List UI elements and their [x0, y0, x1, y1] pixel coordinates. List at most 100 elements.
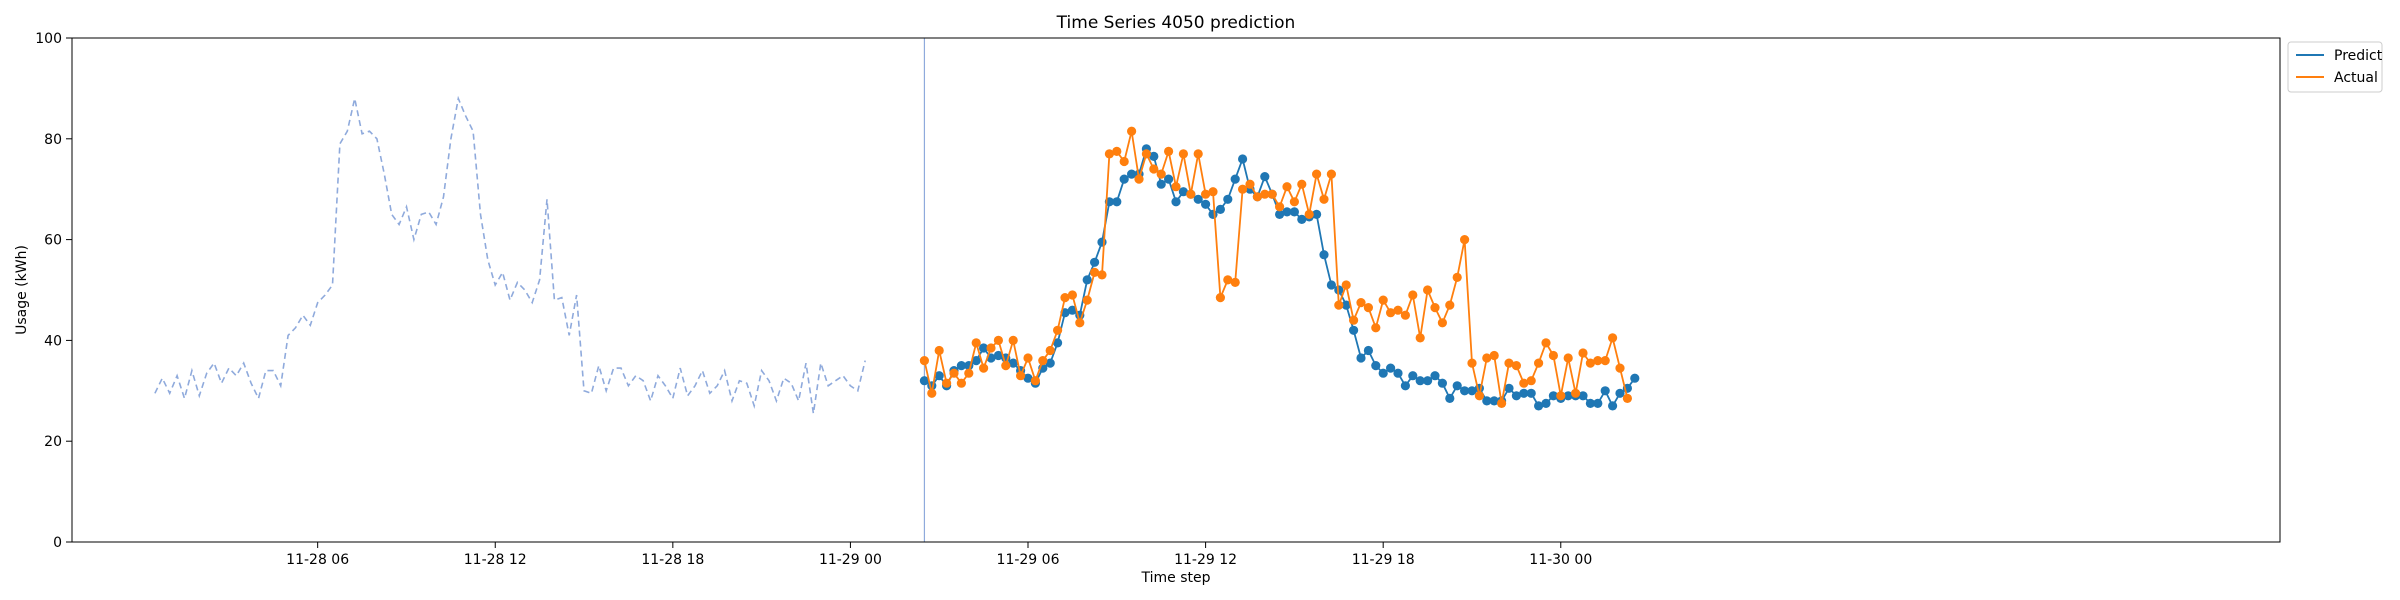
data-point-predict — [1119, 174, 1129, 184]
data-point-actual — [1460, 235, 1470, 245]
y-tick-label: 40 — [44, 333, 62, 349]
data-point-actual — [1282, 182, 1292, 192]
x-tick-label: 11-28 12 — [464, 552, 527, 568]
data-point-actual — [1275, 202, 1285, 212]
data-point-predict — [1452, 381, 1462, 391]
data-point-predict — [1215, 204, 1225, 214]
data-point-predict — [1526, 388, 1536, 398]
data-point-actual — [1245, 179, 1255, 189]
y-tick-label: 20 — [44, 434, 62, 450]
plot-frame — [71, 37, 2281, 543]
data-point-predict — [1201, 199, 1211, 209]
data-point-actual — [971, 338, 981, 348]
data-point-actual — [1193, 149, 1203, 159]
data-point-actual — [1593, 356, 1603, 366]
data-point-predict — [1067, 305, 1077, 315]
data-point-actual — [1067, 290, 1077, 300]
data-point-actual — [1534, 358, 1544, 368]
data-point-predict — [1593, 398, 1603, 408]
data-point-actual — [1178, 149, 1188, 159]
data-point-predict — [1171, 197, 1181, 207]
data-point-predict — [1504, 383, 1514, 393]
data-point-actual — [1608, 333, 1618, 343]
data-point-actual — [1215, 293, 1225, 303]
data-point-predict — [1275, 209, 1285, 219]
data-point-predict — [956, 361, 967, 371]
data-point-actual — [1334, 300, 1344, 310]
data-point-actual — [1045, 345, 1055, 356]
data-point-predict — [1341, 300, 1351, 310]
data-point-predict — [1541, 398, 1551, 408]
data-point-actual — [1452, 272, 1462, 282]
data-point-predict — [1282, 207, 1292, 217]
data-point-predict — [1467, 386, 1477, 396]
data-point-predict — [1437, 378, 1447, 388]
data-point-actual — [1060, 293, 1070, 303]
data-point-actual — [1571, 388, 1581, 398]
data-point-predict — [934, 371, 944, 381]
data-point-predict — [1548, 391, 1558, 401]
chart-title: Time Series 4050 prediction — [1056, 13, 1296, 33]
data-point-predict — [1289, 207, 1299, 217]
data-point-actual — [1127, 126, 1137, 136]
data-point-predict — [1178, 187, 1188, 197]
data-point-actual — [1141, 149, 1151, 159]
data-point-actual — [1474, 391, 1484, 401]
data-point-actual — [1504, 358, 1514, 368]
data-point-actual — [1289, 197, 1299, 207]
data-point-actual — [1149, 164, 1159, 174]
data-point-predict — [1023, 373, 1033, 383]
data-point-predict — [1482, 396, 1492, 406]
data-point-actual — [1156, 169, 1166, 179]
data-point-predict — [1430, 371, 1440, 381]
data-point-actual — [1600, 356, 1610, 366]
data-point-predict — [1445, 393, 1455, 403]
data-point-predict — [919, 376, 930, 386]
data-point-predict — [1408, 371, 1418, 381]
data-point-actual — [1363, 303, 1373, 313]
data-point-predict — [1519, 388, 1529, 398]
x-tick-label: 11-29 12 — [1174, 552, 1237, 568]
data-point-actual — [1134, 174, 1144, 184]
data-point-actual — [1430, 303, 1440, 313]
data-point-actual — [1615, 363, 1625, 373]
data-point-actual — [986, 343, 996, 353]
data-point-predict — [1363, 345, 1373, 356]
data-point-predict — [1630, 373, 1640, 383]
data-point-actual — [1585, 358, 1595, 368]
data-point-actual — [1519, 378, 1529, 388]
data-point-predict — [1090, 257, 1100, 267]
data-point-predict — [1312, 209, 1322, 219]
data-point-actual — [1075, 318, 1085, 328]
x-tick-label: 11-29 18 — [1352, 552, 1415, 568]
data-point-actual — [1489, 350, 1499, 361]
data-point-actual — [1312, 169, 1322, 179]
data-point-predict — [1378, 368, 1388, 378]
y-tick-label: 60 — [44, 233, 62, 249]
data-point-actual — [1104, 149, 1114, 159]
legend: Predict Actual — [2287, 41, 2383, 93]
data-point-actual — [1030, 376, 1040, 386]
y-axis-label: Usage (kWh) — [14, 245, 30, 335]
x-axis-label: Time step — [1141, 570, 1211, 586]
data-point-predict — [1230, 174, 1240, 184]
data-point-actual — [1252, 192, 1262, 202]
data-point-predict — [1386, 363, 1396, 373]
data-point-actual — [1437, 318, 1447, 328]
data-point-predict — [1563, 391, 1573, 401]
data-point-predict — [1393, 368, 1403, 378]
data-point-predict — [1223, 194, 1233, 204]
legend-label-actual: Actual — [2334, 70, 2378, 86]
data-point-actual — [1326, 169, 1336, 179]
data-point-actual — [1223, 275, 1233, 285]
data-point-actual — [1297, 179, 1307, 189]
x-tick-label: 11-30 00 — [1529, 552, 1592, 568]
data-point-predict — [1053, 338, 1063, 348]
x-tick-label: 11-28 18 — [641, 552, 704, 568]
data-point-actual — [942, 378, 952, 388]
data-point-actual — [1563, 353, 1573, 363]
data-point-actual — [1319, 194, 1329, 204]
data-point-actual — [1408, 290, 1418, 300]
data-point-predict — [1600, 386, 1610, 396]
